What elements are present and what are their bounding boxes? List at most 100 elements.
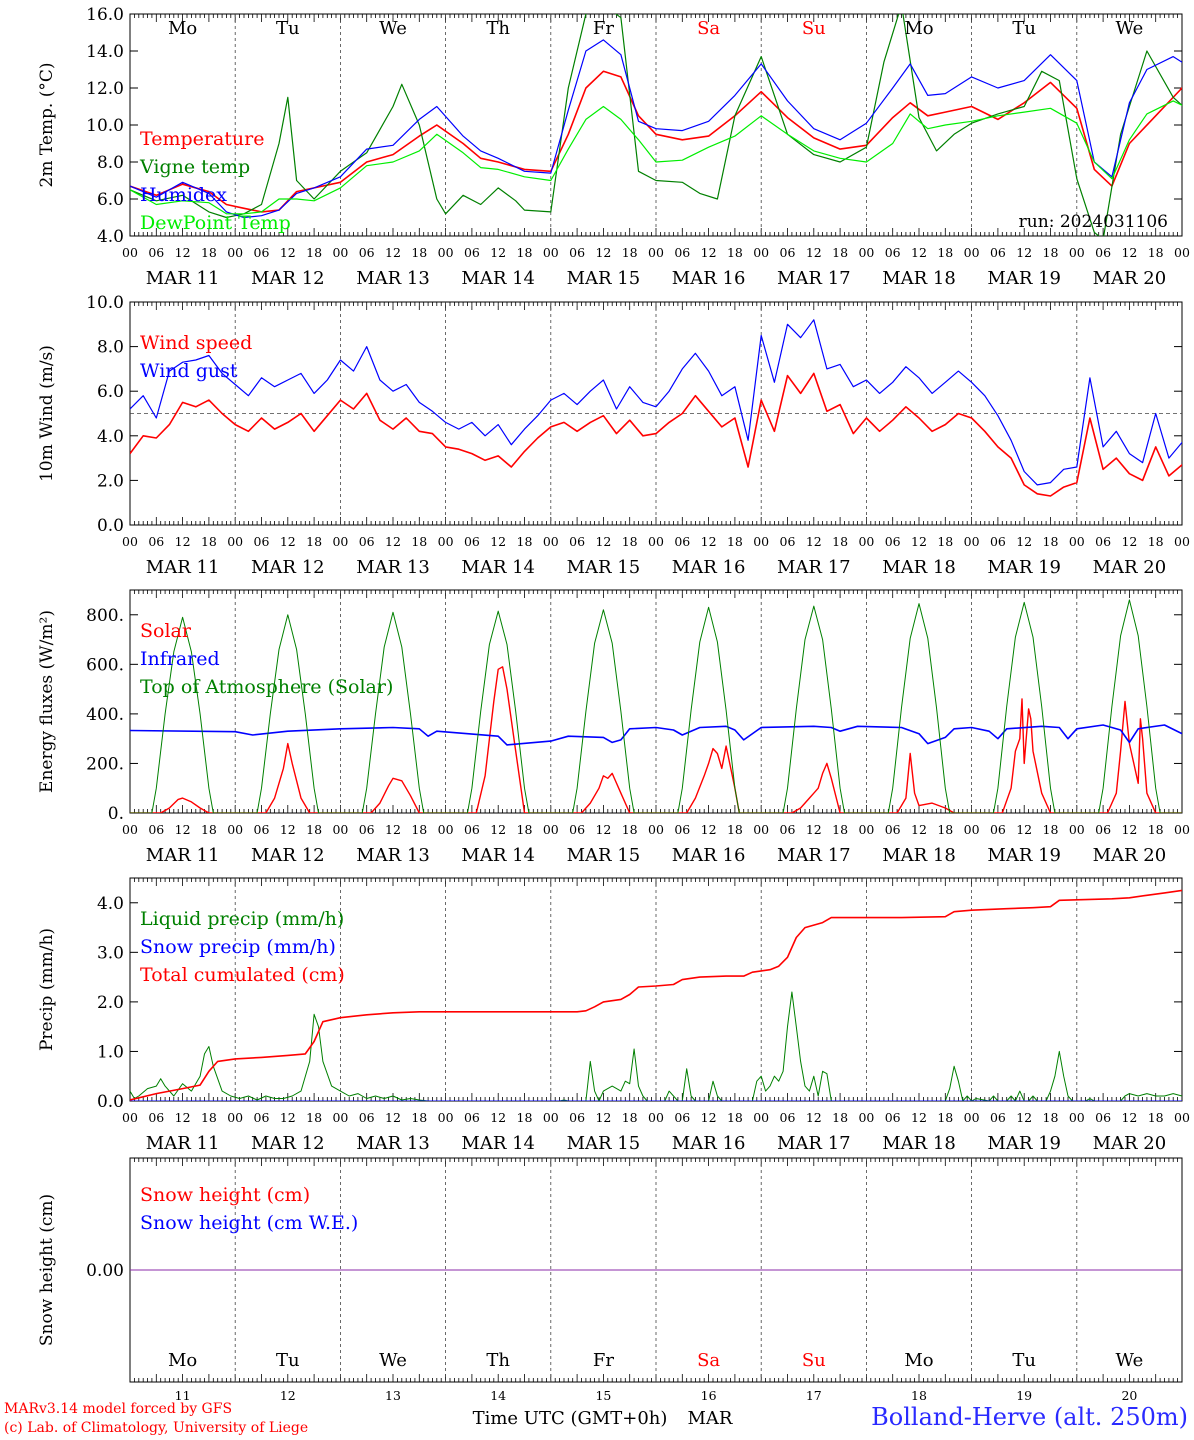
day-abbrev-label: Mo — [904, 18, 933, 39]
hour-tick-label: 06 — [359, 822, 375, 837]
day-abbrev-label: We — [1116, 18, 1144, 39]
panel-wind: 0.0 2.0 4.0 6.0 8.0 10.0 10m Wind (m/s) Wind sp… — [37, 293, 1190, 578]
hour-tick-label: 12 — [1016, 822, 1032, 837]
run-label: run: 2024031106 — [1019, 212, 1168, 232]
y-tick-label: 10.0 — [86, 116, 124, 136]
hour-tick-label: 12 — [595, 1110, 611, 1125]
hour-tick-label: 12 — [175, 1110, 191, 1125]
hour-tick-label: 18 — [937, 245, 953, 260]
y-tick-label: 0.0 — [97, 1092, 124, 1112]
series-group — [130, 319, 1182, 497]
hour-tick-label: 12 — [385, 822, 401, 837]
date-label: MAR 13 — [356, 557, 430, 578]
hour-tick-label: 12 — [490, 534, 506, 549]
day-abbrev-label: Mo — [168, 1350, 197, 1371]
series-line-liquid-precip-mm-h- — [130, 991, 1182, 1101]
hour-tick-label: 06 — [254, 1110, 270, 1125]
legend-entry: Snow height (cm) — [140, 1184, 310, 1206]
hour-tick-label: 18 — [622, 822, 638, 837]
hour-tick-label: 06 — [569, 534, 585, 549]
hour-tick-label: 12 — [490, 245, 506, 260]
date-label: MAR 11 — [146, 268, 220, 289]
hour-tick-label: 00 — [753, 534, 769, 549]
series-line-top-of-atmosphere-solar- — [130, 599, 1182, 813]
day-abbrev-label: Su — [802, 1350, 826, 1371]
date-label: MAR 20 — [1093, 845, 1167, 866]
hour-tick-label: 00 — [543, 822, 559, 837]
hour-tick-label: 06 — [885, 822, 901, 837]
hour-tick-label: 06 — [148, 534, 164, 549]
hour-tick-label: 06 — [674, 534, 690, 549]
series-group — [130, 889, 1182, 1101]
hour-tick-label: 00 — [332, 1110, 348, 1125]
hour-tick-label: 00 — [964, 534, 980, 549]
day-abbrev-label: Sa — [697, 1350, 720, 1371]
hour-tick-label: 00 — [753, 1110, 769, 1125]
hour-tick-label: 00 — [1174, 1110, 1190, 1125]
legend-entry: Snow precip (mm/h) — [140, 936, 336, 958]
hour-tick-label: 18 — [201, 534, 217, 549]
hour-tick-label: 00 — [1174, 822, 1190, 837]
hour-tick-label: 18 — [306, 1110, 322, 1125]
hour-tick-label: 12 — [595, 245, 611, 260]
hour-tick-label: 06 — [464, 822, 480, 837]
x-tick-marks — [129, 14, 1183, 236]
panel-temp: 4.0 6.0 8.0 10.0 12.0 14.0 16.0 2m Temp. (°C) Te… — [37, 5, 1190, 289]
x-axis-month: MAR — [688, 1408, 733, 1429]
hour-tick-label: 18 — [727, 245, 743, 260]
date-label: MAR 16 — [672, 1133, 746, 1154]
day-abbrev-label: Tu — [1012, 1350, 1036, 1371]
hour-tick-label: 00 — [1069, 822, 1085, 837]
hour-tick-label: 06 — [569, 245, 585, 260]
hour-tick-label: 00 — [438, 245, 454, 260]
legend-entry: Vigne temp — [139, 156, 250, 178]
hour-tick-label: 06 — [780, 822, 796, 837]
hour-tick-label: 12 — [1121, 822, 1137, 837]
hour-tick-label: 00 — [858, 822, 874, 837]
panel-energy: 0. 200. 400. 600. 800. Energy fluxes (W/m²) So… — [37, 589, 1190, 866]
hour-tick-label: 06 — [254, 822, 270, 837]
hour-tick-label: 00 — [648, 245, 664, 260]
hour-tick-label: 00 — [543, 534, 559, 549]
day-number-label: 20 — [1121, 1388, 1137, 1403]
hour-tick-label: 18 — [1043, 822, 1059, 837]
hour-tick-label: 06 — [780, 1110, 796, 1125]
hour-tick-label: 18 — [411, 534, 427, 549]
hour-tick-label: 18 — [832, 822, 848, 837]
day-number-label: 18 — [911, 1388, 927, 1403]
hour-tick-label: 06 — [254, 245, 270, 260]
hour-tick-label: 12 — [1016, 1110, 1032, 1125]
y-tick-label: 800. — [86, 606, 124, 626]
hour-tick-label: 06 — [569, 1110, 585, 1125]
legend-entry: Wind speed — [140, 332, 252, 354]
series-group — [130, 599, 1182, 813]
legend-entry: Liquid precip (mm/h) — [140, 908, 344, 930]
hour-tick-label: 12 — [280, 1110, 296, 1125]
legend-entry: Humidex — [140, 184, 227, 206]
hour-tick-label: 00 — [438, 1110, 454, 1125]
y-axis-title: Precip (mm/h) — [37, 928, 57, 1051]
hour-tick-label: 18 — [517, 245, 533, 260]
hour-tick-label: 12 — [701, 534, 717, 549]
hour-tick-label: 18 — [306, 534, 322, 549]
date-label: MAR 15 — [567, 1133, 641, 1154]
hour-tick-label: 18 — [201, 245, 217, 260]
day-number-label: 17 — [806, 1388, 822, 1403]
legend-entry: Infrared — [140, 648, 220, 670]
hour-tick-label: 18 — [411, 822, 427, 837]
hour-tick-label: 18 — [1043, 245, 1059, 260]
day-number-label: 15 — [595, 1388, 611, 1403]
hour-tick-label: 06 — [148, 245, 164, 260]
hour-tick-label: 00 — [227, 245, 243, 260]
day-number-label: 12 — [280, 1388, 296, 1403]
hour-tick-label: 18 — [517, 1110, 533, 1125]
hour-tick-label: 12 — [701, 822, 717, 837]
day-abbrev-label: We — [1116, 1350, 1144, 1371]
date-label: MAR 19 — [987, 1133, 1061, 1154]
day-abbrev-label: Th — [486, 1350, 510, 1371]
y-tick-label: 2.0 — [97, 471, 124, 491]
y-tick-label: 16.0 — [86, 5, 124, 25]
hour-tick-label: 00 — [543, 245, 559, 260]
hour-tick-label: 00 — [964, 245, 980, 260]
hour-tick-label: 12 — [1121, 245, 1137, 260]
